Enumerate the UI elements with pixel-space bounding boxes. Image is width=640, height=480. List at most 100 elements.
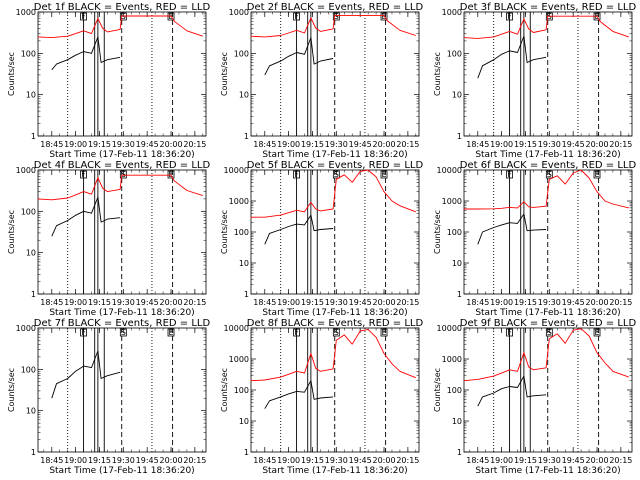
y-tick-label: 1 bbox=[31, 132, 36, 141]
panel-title: Det 9f BLACK = Events, RED = LLD bbox=[460, 318, 637, 329]
x-tick-label: 20:15 bbox=[183, 298, 206, 307]
x-tick-label: 20:00 bbox=[372, 456, 395, 465]
event-marker-box bbox=[167, 328, 175, 337]
x-axis-label: Start Time (17-Feb-11 18:36:20) bbox=[49, 466, 194, 476]
event-marker-box bbox=[545, 328, 553, 337]
y-tick-label: 100 bbox=[234, 228, 249, 237]
event-marker-box bbox=[380, 12, 388, 21]
y-tick-label: 100 bbox=[234, 49, 249, 58]
y-axis-label: Counts/sec bbox=[7, 368, 16, 412]
x-tick-label: 20:15 bbox=[183, 140, 206, 149]
y-tick-label: 10 bbox=[239, 259, 249, 268]
panel-5: Det 5f BLACK = Events, RED = LLD Counts/s… bbox=[220, 160, 423, 318]
events-series-line bbox=[264, 214, 334, 245]
event-marker-box bbox=[293, 170, 300, 179]
event-marker-box bbox=[332, 328, 340, 337]
event-marker-label: F bbox=[81, 328, 86, 337]
lld-series-line bbox=[37, 174, 203, 201]
event-marker-label: S bbox=[334, 328, 339, 337]
event-marker-label: E bbox=[168, 170, 173, 179]
x-tick-label: 18:45 bbox=[40, 140, 63, 149]
panel-title: Det 5f BLACK = Events, RED = LLD bbox=[247, 160, 424, 171]
x-tick-label: 19:30 bbox=[112, 140, 135, 149]
y-tick-label: 10 bbox=[239, 417, 249, 426]
y-tick-label: 100 bbox=[447, 386, 462, 395]
event-marker-box bbox=[80, 328, 87, 337]
y-axis-label: Counts/sec bbox=[220, 52, 229, 96]
x-tick-label: 20:00 bbox=[585, 140, 608, 149]
y-tick-label: 100 bbox=[21, 365, 36, 374]
panel-8: Det 8f BLACK = Events, RED = LLD Counts/s… bbox=[220, 318, 423, 476]
event-marker-label: S bbox=[121, 12, 126, 21]
x-tick-label: 20:00 bbox=[585, 456, 608, 465]
panel-title: Det 2f BLACK = Events, RED = LLD bbox=[247, 2, 424, 13]
lld-series-line bbox=[250, 169, 416, 218]
x-tick-label: 20:15 bbox=[609, 140, 632, 149]
event-marker-label: S bbox=[334, 170, 339, 179]
event-marker-label: S bbox=[121, 170, 126, 179]
x-tick-label: 20:00 bbox=[585, 298, 608, 307]
event-marker-box bbox=[332, 12, 340, 21]
events-series-line bbox=[51, 350, 121, 399]
event-marker-box bbox=[506, 328, 513, 337]
y-tick-label: 1 bbox=[457, 132, 462, 141]
event-marker-box bbox=[119, 12, 127, 21]
x-tick-label: 19:30 bbox=[112, 456, 135, 465]
y-tick-label: 100 bbox=[21, 49, 36, 58]
y-axis-label: Counts/sec bbox=[220, 368, 229, 412]
x-tick-label: 20:00 bbox=[159, 140, 182, 149]
x-tick-label: 18:45 bbox=[40, 298, 63, 307]
panel-2: Det 2f BLACK = Events, RED = LLD Counts/s… bbox=[220, 2, 423, 160]
event-marker-label: F bbox=[294, 12, 299, 21]
event-marker-label: F bbox=[294, 170, 299, 179]
y-tick-label: 1 bbox=[31, 290, 36, 299]
x-tick-label: 19:45 bbox=[349, 140, 372, 149]
event-marker-box bbox=[293, 328, 300, 337]
x-tick-label: 19:45 bbox=[136, 140, 159, 149]
x-tick-label: 19:30 bbox=[325, 298, 348, 307]
x-tick-label: 19:45 bbox=[562, 298, 585, 307]
x-tick-label: 19:45 bbox=[136, 456, 159, 465]
panel-7: Det 7f BLACK = Events, RED = LLD Counts/s… bbox=[7, 318, 210, 476]
x-tick-label: 19:00 bbox=[64, 456, 87, 465]
x-axis-label: Start Time (17-Feb-11 18:36:20) bbox=[49, 308, 194, 318]
event-marker-box bbox=[167, 12, 175, 21]
lld-series-line bbox=[37, 15, 203, 39]
panel-title: Det 1f BLACK = Events, RED = LLD bbox=[34, 2, 211, 13]
y-tick-label: 100 bbox=[21, 207, 36, 216]
panel-title: Det 4f BLACK = Events, RED = LLD bbox=[34, 160, 211, 171]
x-tick-label: 19:00 bbox=[277, 140, 300, 149]
y-tick-label: 1 bbox=[244, 132, 249, 141]
event-marker-label: E bbox=[168, 328, 173, 337]
y-axis-label: Counts/sec bbox=[7, 210, 16, 254]
panel-4: Det 4f BLACK = Events, RED = LLD Counts/s… bbox=[7, 160, 210, 318]
y-tick-label: 10000 bbox=[437, 166, 462, 175]
x-tick-label: 19:45 bbox=[136, 298, 159, 307]
event-marker-label: F bbox=[81, 170, 86, 179]
x-tick-label: 19:15 bbox=[88, 456, 111, 465]
x-tick-label: 19:30 bbox=[325, 140, 348, 149]
event-marker-box bbox=[332, 170, 340, 179]
x-tick-label: 19:45 bbox=[562, 140, 585, 149]
event-marker-box bbox=[80, 170, 87, 179]
y-axis-label: Counts/sec bbox=[433, 52, 442, 96]
event-marker-box bbox=[293, 12, 300, 21]
event-marker-label: F bbox=[81, 12, 86, 21]
y-tick-label: 10 bbox=[452, 259, 462, 268]
x-tick-label: 19:15 bbox=[514, 140, 537, 149]
events-series-line bbox=[51, 196, 121, 237]
x-tick-label: 19:15 bbox=[514, 298, 537, 307]
x-tick-label: 20:00 bbox=[159, 456, 182, 465]
y-tick-label: 10 bbox=[26, 407, 36, 416]
x-tick-label: 20:15 bbox=[396, 298, 419, 307]
x-tick-label: 19:00 bbox=[64, 298, 87, 307]
x-tick-label: 19:15 bbox=[301, 298, 324, 307]
events-series-line bbox=[264, 380, 334, 409]
event-marker-box bbox=[593, 328, 601, 337]
y-tick-label: 1000 bbox=[229, 8, 249, 17]
panel-6: Det 6f BLACK = Events, RED = LLD Counts/s… bbox=[433, 160, 636, 318]
panel-title: Det 3f BLACK = Events, RED = LLD bbox=[460, 2, 637, 13]
x-tick-label: 19:00 bbox=[277, 456, 300, 465]
x-tick-label: 18:45 bbox=[466, 140, 489, 149]
x-axis-label: Start Time (17-Feb-11 18:36:20) bbox=[49, 150, 194, 160]
